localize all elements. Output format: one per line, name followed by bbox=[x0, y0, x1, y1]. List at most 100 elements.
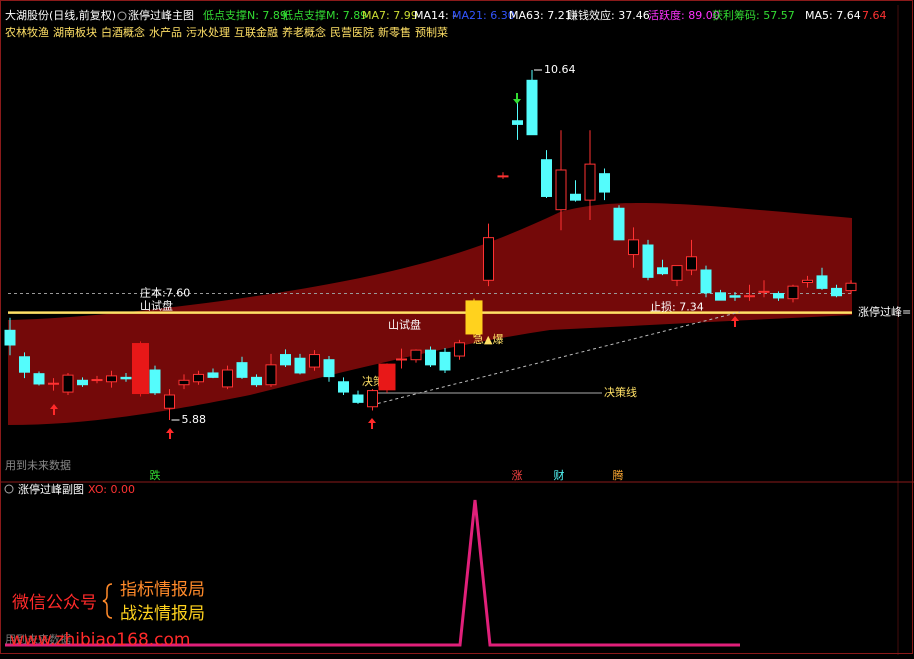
candle-body bbox=[106, 375, 117, 383]
candle-body bbox=[570, 193, 581, 201]
header-item: 赚钱效应: 37.46 bbox=[567, 8, 650, 22]
candle-body bbox=[4, 329, 16, 346]
signal: 财 bbox=[554, 468, 565, 482]
peak-label: 涨停过峰= bbox=[858, 305, 911, 319]
candle-body bbox=[700, 269, 712, 294]
tag: 农林牧渔 bbox=[5, 25, 49, 39]
candle-body bbox=[831, 287, 842, 297]
signal: 涨 bbox=[512, 469, 523, 482]
tag: 污水处理 bbox=[186, 26, 230, 39]
candle-body bbox=[439, 351, 451, 371]
candle-body bbox=[222, 369, 233, 388]
candle-body bbox=[33, 373, 45, 385]
candle-body bbox=[378, 363, 396, 391]
candle-body bbox=[802, 279, 813, 284]
decision-right: 决策线 bbox=[604, 385, 637, 399]
header-item: 获利筹码: 57.57 bbox=[712, 8, 795, 22]
candle-body bbox=[686, 256, 697, 271]
candle-body bbox=[265, 364, 277, 386]
buy-arrow bbox=[50, 404, 58, 415]
brand2: 战法情报局 bbox=[120, 604, 205, 624]
candle-body bbox=[19, 356, 30, 373]
site: www.zhibiao168.com bbox=[10, 630, 190, 650]
candle-body bbox=[454, 342, 465, 357]
tag: 互联金融 bbox=[234, 25, 278, 39]
candle-body bbox=[483, 237, 494, 281]
candle-body bbox=[787, 285, 799, 300]
candle-body bbox=[758, 290, 770, 293]
buy-arrow bbox=[731, 316, 739, 327]
tag: 新零售 bbox=[378, 25, 411, 39]
candle-body bbox=[367, 390, 378, 408]
candle-body bbox=[48, 382, 59, 385]
candle-body bbox=[628, 239, 639, 256]
signal: 腾 bbox=[613, 468, 624, 482]
header-item: MA21: 6.30 bbox=[452, 9, 515, 22]
high-label: 10.64 bbox=[544, 63, 576, 76]
candle-body bbox=[132, 343, 149, 395]
candle-body bbox=[62, 374, 74, 393]
wechat: 微信公众号 bbox=[12, 593, 97, 613]
candle-body bbox=[425, 349, 436, 366]
candle-body bbox=[164, 394, 175, 409]
candle-body bbox=[77, 379, 88, 386]
main-icon bbox=[117, 11, 127, 21]
candle-body bbox=[816, 275, 828, 289]
candle-body bbox=[149, 369, 161, 394]
sub-future-note: 用到未来数据 bbox=[5, 632, 71, 646]
sell-arrow bbox=[513, 93, 521, 104]
candle-body bbox=[236, 362, 248, 378]
candle-body bbox=[120, 376, 132, 380]
candle-body bbox=[729, 295, 741, 298]
candle-body bbox=[465, 300, 483, 335]
candle-body bbox=[671, 265, 683, 281]
candle-body bbox=[251, 376, 262, 386]
candle-body bbox=[396, 358, 407, 361]
brand1: 指标情报局 bbox=[120, 580, 205, 600]
candle-body bbox=[773, 293, 784, 299]
tag: 养老概念 bbox=[282, 25, 326, 39]
header-item: MA7: 7.99 bbox=[362, 9, 418, 22]
sub-title: 涨停过峰副图 bbox=[18, 482, 84, 496]
candle-body bbox=[207, 372, 219, 378]
candle-body bbox=[541, 159, 552, 197]
buy-arrow bbox=[166, 428, 174, 439]
tag: 水产品 bbox=[149, 25, 182, 39]
future-note: 用到未来数据 bbox=[5, 458, 71, 472]
tag: 白酒概念 bbox=[101, 25, 145, 39]
header-item: MA14: - bbox=[414, 9, 456, 22]
band bbox=[8, 202, 852, 425]
tag: 湖南板块 bbox=[53, 25, 97, 39]
candle-body bbox=[555, 169, 567, 211]
header-item: 活跃度: 89.00 bbox=[648, 8, 720, 22]
indicator-spike bbox=[5, 499, 740, 647]
low-label: 5.88 bbox=[182, 413, 207, 426]
candle-body bbox=[584, 163, 596, 201]
shan-shi-pan: 山试盘 bbox=[140, 299, 173, 313]
candle-body bbox=[410, 349, 422, 361]
candle-body bbox=[845, 282, 857, 292]
header-item: 低点支撑N: 7.89 bbox=[203, 8, 287, 22]
sub-icon bbox=[4, 484, 14, 494]
header-item: 大湖股份(日线,前复权) bbox=[5, 8, 116, 22]
header-item: 涨停过峰主图 bbox=[128, 8, 194, 22]
header-item: 低点支撑M: 7.89 bbox=[282, 8, 367, 22]
candle-body bbox=[744, 295, 755, 298]
header-item: MA5: 7.64 bbox=[805, 9, 861, 22]
candle-body bbox=[526, 79, 538, 136]
cost-label: 庄本:7.60 bbox=[140, 286, 190, 300]
candle-body bbox=[642, 244, 654, 278]
header-item: MA63: 7.21 bbox=[509, 9, 572, 22]
candle-body bbox=[323, 359, 335, 378]
tag: 民营医院 bbox=[330, 25, 374, 39]
stop-label: 止损: 7.34 bbox=[650, 300, 704, 314]
candle-body bbox=[657, 267, 668, 275]
candle-body bbox=[715, 292, 726, 301]
candle-body bbox=[512, 120, 523, 125]
tag: 预制菜 bbox=[415, 26, 448, 39]
buy-arrow bbox=[368, 418, 376, 429]
candle-body bbox=[309, 354, 320, 368]
candle-body bbox=[338, 381, 349, 393]
